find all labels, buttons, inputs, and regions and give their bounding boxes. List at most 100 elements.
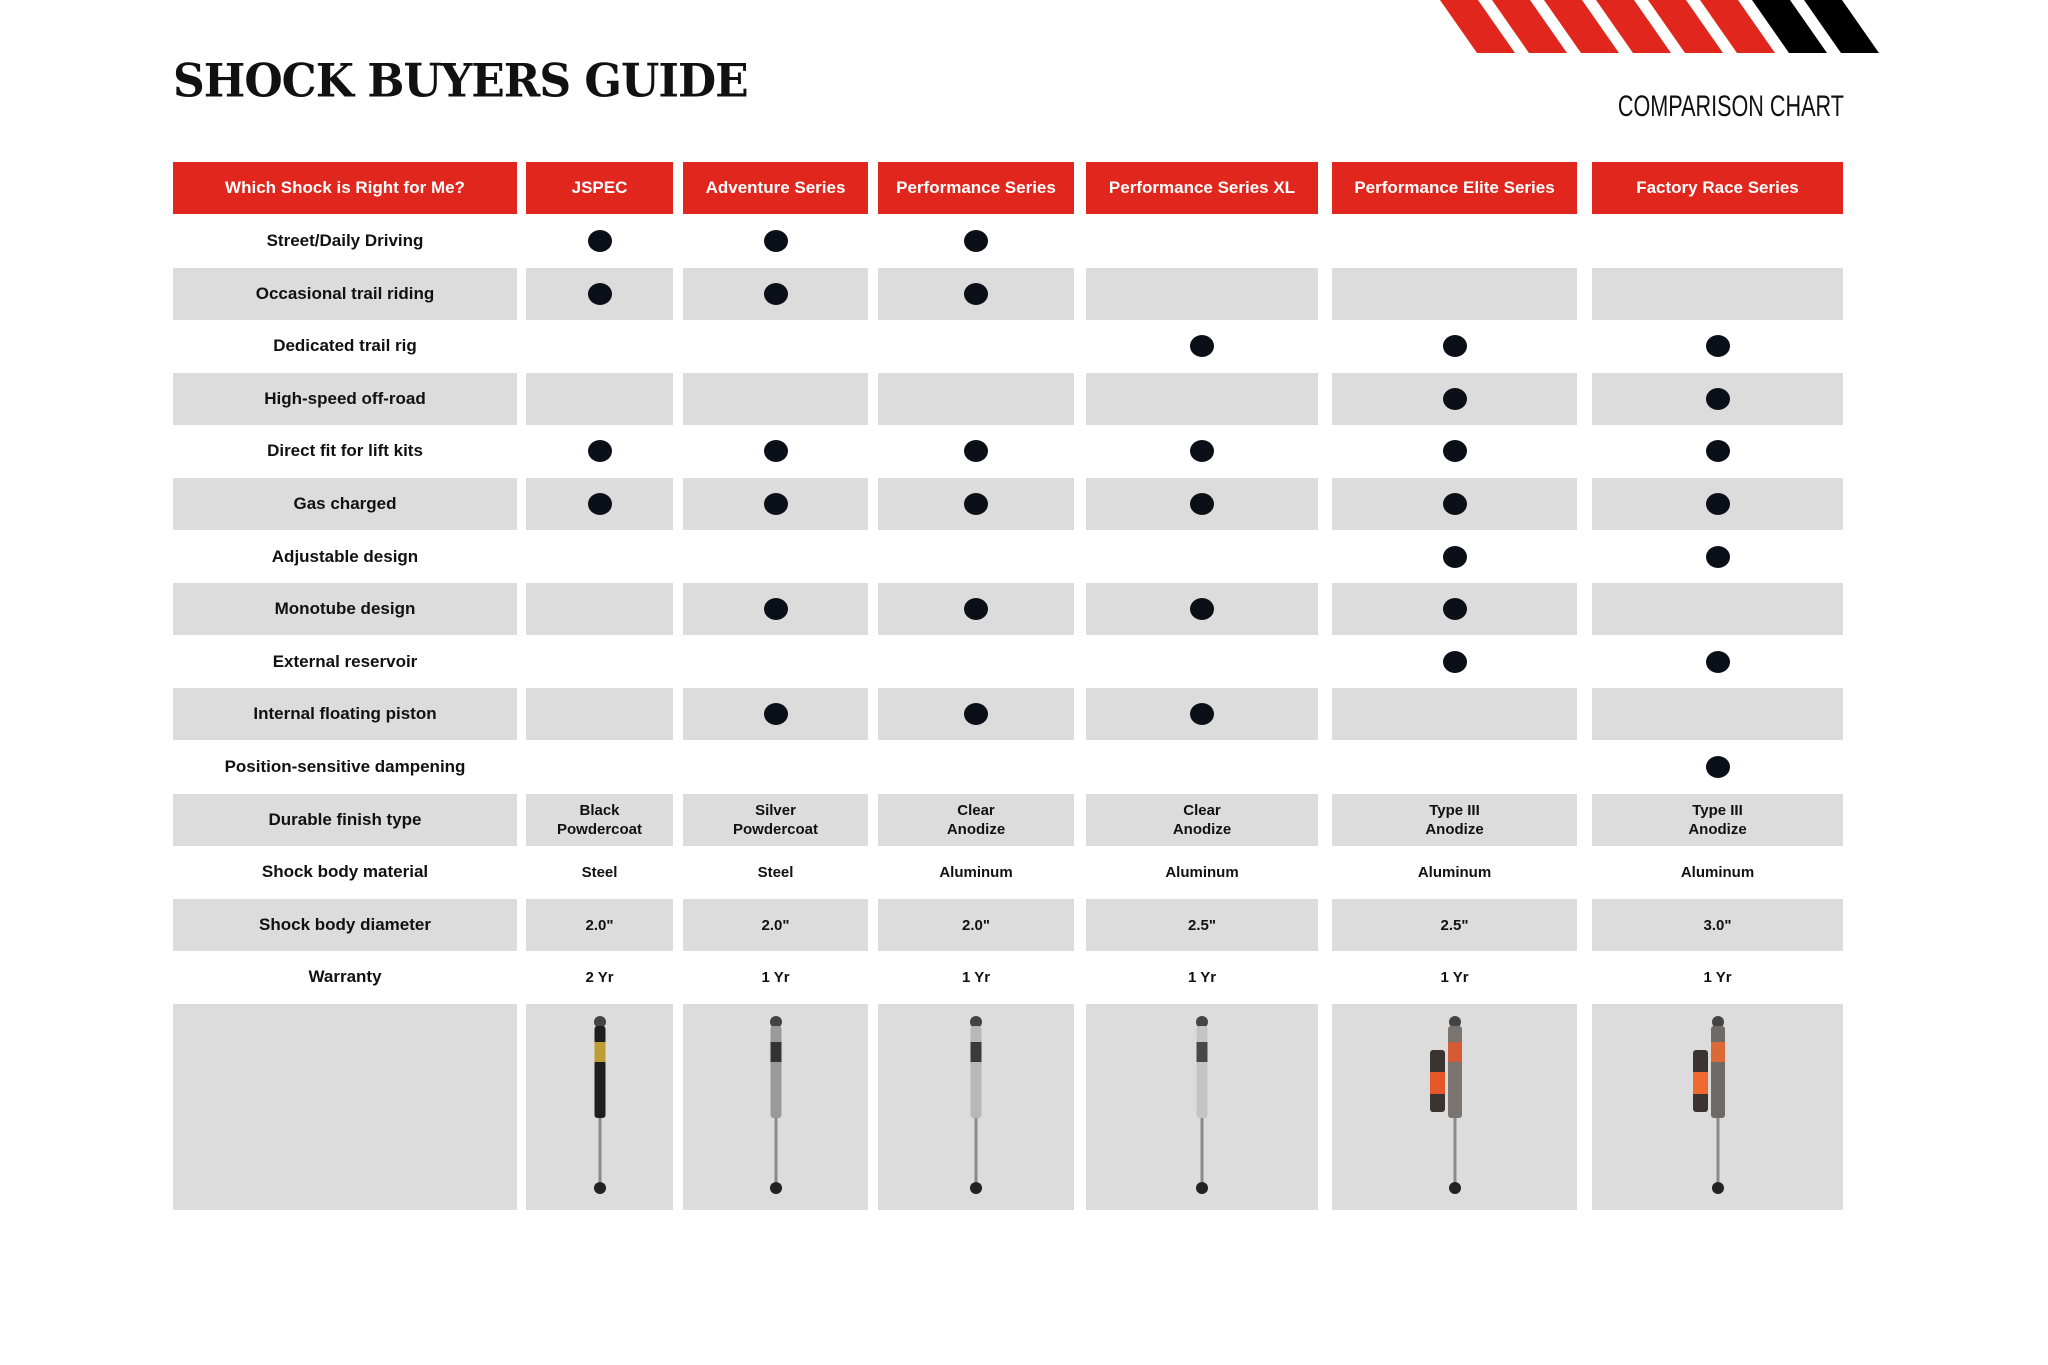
table-cell <box>1086 215 1318 267</box>
table-cell <box>1592 478 1843 530</box>
row-label: Warranty <box>308 967 382 986</box>
table-cell <box>683 425 868 477</box>
table-cell <box>1086 268 1318 320</box>
stripe <box>1700 0 1775 53</box>
table-cell <box>1592 425 1843 477</box>
check-dot-icon <box>1442 598 1467 620</box>
table-cell <box>1592 583 1843 635</box>
table-cell: Aluminum <box>1417 863 1492 881</box>
header-corner-label: Which Shock is Right for Me? <box>173 162 517 214</box>
table-cell <box>878 268 1074 320</box>
table-cell <box>683 478 868 530</box>
check-dot-icon <box>587 440 612 462</box>
table-cell <box>1086 741 1318 793</box>
check-dot-icon <box>1190 335 1214 357</box>
table-cell: 3.0" <box>1592 899 1843 951</box>
shock-absorber-icon <box>1429 1016 1462 1194</box>
table-cell <box>526 531 673 583</box>
check-dot-icon <box>1705 388 1730 410</box>
stripe <box>1752 0 1827 53</box>
stripe <box>1440 0 1515 53</box>
image-row-empty <box>173 1004 517 1210</box>
table-cell: 2.0" <box>526 899 673 951</box>
table-cell: Aluminum <box>939 863 1013 881</box>
check-dot-icon <box>1705 546 1730 568</box>
check-dot-icon <box>1442 651 1467 673</box>
shock-image <box>1086 1004 1318 1210</box>
check-dot-icon <box>1190 440 1214 462</box>
row-label: Gas charged <box>173 478 517 530</box>
shock-image <box>683 1004 868 1210</box>
table-cell <box>1592 373 1843 425</box>
row-label: Internal floating piston <box>173 688 517 740</box>
stripe <box>1492 0 1567 53</box>
table-cell <box>878 215 1074 267</box>
check-dot-icon <box>1442 493 1467 515</box>
table-cell: Clear Anodize <box>878 794 1074 846</box>
table-cell <box>683 583 868 635</box>
row-label: Shock body diameter <box>173 899 517 951</box>
shock-image <box>526 1004 673 1210</box>
table-cell <box>878 320 1074 372</box>
shock-absorber-icon <box>593 1016 606 1194</box>
table-cell <box>526 478 673 530</box>
stripe <box>1648 0 1723 53</box>
table-cell <box>1332 268 1577 320</box>
table-cell <box>1086 688 1318 740</box>
row-label: Position-sensitive dampening <box>224 757 466 776</box>
table-cell <box>683 373 868 425</box>
check-dot-icon <box>587 230 612 252</box>
stripe <box>1596 0 1671 53</box>
header-product: Adventure Series <box>683 162 868 214</box>
table-cell <box>878 688 1074 740</box>
table-cell <box>1086 478 1318 530</box>
table-cell <box>1332 741 1577 793</box>
row-label: High-speed off-road <box>173 373 517 425</box>
check-dot-icon <box>587 283 612 305</box>
table-cell <box>526 425 673 477</box>
check-dot-icon <box>763 598 788 620</box>
check-dot-icon <box>1442 335 1467 357</box>
check-dot-icon <box>1190 703 1214 725</box>
stripe <box>1804 0 1879 53</box>
table-cell: Type III Anodize <box>1332 794 1577 846</box>
table-cell <box>526 636 673 688</box>
check-dot-icon <box>964 493 988 515</box>
shock-absorber-icon <box>769 1016 782 1194</box>
check-dot-icon <box>964 230 988 252</box>
header-product: Performance Series <box>878 162 1074 214</box>
table-cell <box>1086 373 1318 425</box>
table-cell <box>1086 320 1318 372</box>
table-cell: Steel <box>757 863 794 881</box>
check-dot-icon <box>1442 440 1467 462</box>
table-cell <box>1332 425 1577 477</box>
row-label: Dedicated trail rig <box>273 336 417 355</box>
header-product: Performance Elite Series <box>1332 162 1577 214</box>
table-cell <box>526 373 673 425</box>
table-cell <box>1332 583 1577 635</box>
check-dot-icon <box>763 283 788 305</box>
table-cell: Clear Anodize <box>1086 794 1318 846</box>
table-cell: 1 Yr <box>1187 968 1217 986</box>
shock-image <box>1332 1004 1577 1210</box>
page-title: SHOCK BUYERS GUIDE <box>173 54 749 109</box>
table-cell <box>683 688 868 740</box>
table-cell <box>683 741 868 793</box>
check-dot-icon <box>763 703 788 725</box>
table-cell <box>683 268 868 320</box>
table-cell <box>878 478 1074 530</box>
table-cell <box>1592 268 1843 320</box>
check-dot-icon <box>1442 546 1467 568</box>
check-dot-icon <box>1705 651 1730 673</box>
row-label: Direct fit for lift kits <box>267 441 423 460</box>
table-cell: Aluminum <box>1165 863 1239 881</box>
shock-image <box>1592 1004 1843 1210</box>
header-product: Factory Race Series <box>1592 162 1843 214</box>
header-product: Performance Series XL <box>1086 162 1318 214</box>
check-dot-icon <box>1705 335 1730 357</box>
table-cell: Silver Powdercoat <box>683 794 868 846</box>
check-dot-icon <box>964 283 988 305</box>
check-dot-icon <box>587 493 612 515</box>
check-dot-icon <box>763 230 788 252</box>
check-dot-icon <box>1705 493 1730 515</box>
